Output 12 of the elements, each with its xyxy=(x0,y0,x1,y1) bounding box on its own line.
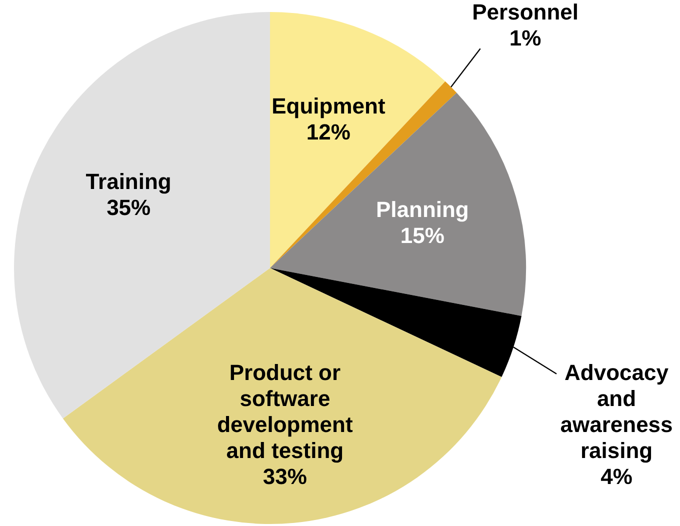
data-label: 33% xyxy=(262,464,307,490)
slice-label: Planning xyxy=(376,196,469,222)
data-label: 15% xyxy=(400,222,444,248)
slice-label: Equipment xyxy=(272,93,386,118)
slice-label: Advocacy and awareness raising xyxy=(560,360,673,463)
slice-label: Training xyxy=(86,169,172,194)
slice-label: Product or software development and testing xyxy=(217,360,354,464)
data-label: 35% xyxy=(106,195,151,220)
slice-label: Personnel xyxy=(472,0,579,25)
data-label: 4% xyxy=(600,464,632,489)
data-label: 1% xyxy=(509,26,542,51)
data-label: 12% xyxy=(306,119,350,144)
